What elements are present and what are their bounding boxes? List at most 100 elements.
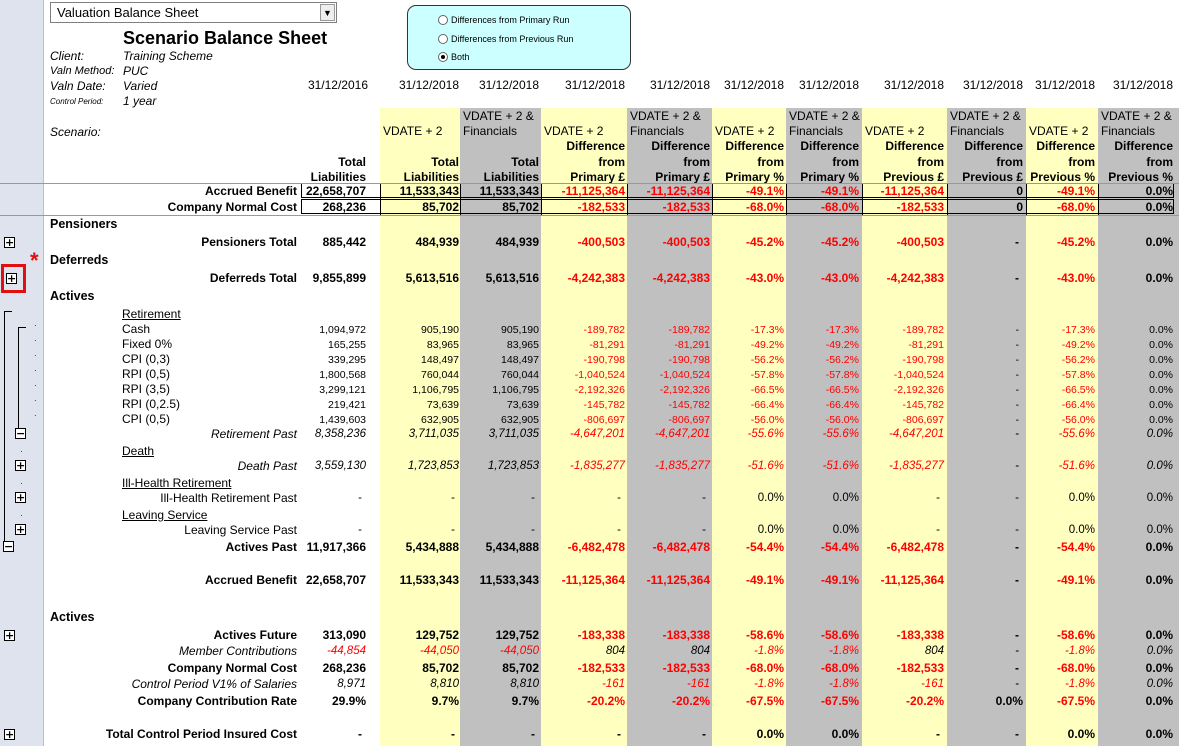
- outline-dot: ·: [20, 511, 23, 520]
- expand-pensioners-button[interactable]: +: [4, 236, 15, 249]
- table-cell: -68.0%: [1056, 200, 1095, 214]
- table-cell: -182,533: [577, 661, 625, 675]
- table-cell: -45.2%: [820, 235, 859, 249]
- table-cell: 73,639: [426, 399, 459, 411]
- table-cell: 129,752: [495, 628, 539, 642]
- table-cell: -67.5%: [1056, 694, 1095, 708]
- table-cell: 0.0%: [1145, 628, 1173, 642]
- table-cell: 0.0%: [1145, 184, 1173, 198]
- table-cell: -57.8%: [825, 369, 859, 381]
- table-cell: -45.2%: [1056, 235, 1095, 249]
- outline-dot: ·: [34, 381, 37, 390]
- row-label: RPI (0,2.5): [122, 397, 181, 411]
- table-cell: -58.6%: [820, 628, 859, 642]
- report-type-dropdown[interactable]: Valuation Balance Sheet ▼: [50, 2, 337, 23]
- collapse-actives-button[interactable]: −: [3, 540, 14, 553]
- table-cell: 0.0%: [1146, 524, 1173, 536]
- table-cell: -67.5%: [745, 694, 784, 708]
- column-measure-header: Liabilities: [403, 170, 459, 184]
- column-scenario-header: VDATE + 2: [865, 124, 925, 138]
- table-cell: 165,255: [328, 339, 366, 351]
- table-cell: 8,810: [430, 678, 459, 690]
- cell-divider: [786, 183, 787, 199]
- table-cell: -20.2%: [671, 694, 710, 708]
- column-scenario-header: VDATE + 2: [715, 124, 775, 138]
- table-cell: -183,338: [577, 628, 625, 642]
- table-cell: 1,800,568: [319, 369, 366, 381]
- table-cell: 760,044: [421, 369, 459, 381]
- table-cell: 0: [1016, 184, 1023, 198]
- table-cell: -145,782: [668, 399, 710, 411]
- cell-divider: [1026, 183, 1027, 199]
- column-scenario-header: VDATE + 2 & Financials: [789, 109, 860, 138]
- table-cell: -: [358, 492, 362, 504]
- table-cell: 0.0%: [1068, 492, 1095, 504]
- table-cell: 268,236: [322, 200, 366, 214]
- row-label: Leaving Service Past: [184, 523, 297, 537]
- scenario-label: Scenario:: [50, 125, 101, 139]
- table-cell: 3,299,121: [319, 384, 366, 396]
- row-label: Total Control Period Insured Cost: [105, 727, 297, 741]
- row-label: Pensioners Total: [201, 235, 297, 249]
- radio-label: Differences from Primary Run: [451, 15, 570, 25]
- table-cell: 0.0%: [1145, 540, 1173, 554]
- column-measure-header: Previous £: [883, 170, 944, 184]
- expand-death-button[interactable]: +: [15, 459, 26, 472]
- radio-previous-run[interactable]: Differences from Previous Run: [438, 33, 573, 45]
- table-cell: -4,242,383: [886, 271, 944, 285]
- table-cell: -: [531, 524, 535, 536]
- radio-both[interactable]: Both: [438, 51, 470, 63]
- expand-leaving-service-button[interactable]: +: [15, 523, 26, 536]
- table-cell: -68.0%: [1056, 661, 1095, 675]
- table-cell: 632,905: [421, 414, 459, 426]
- table-cell: -68.0%: [745, 661, 784, 675]
- radio-primary-run[interactable]: Differences from Primary Run: [438, 14, 569, 26]
- expand-ill-health-button[interactable]: +: [15, 491, 26, 504]
- table-cell: -17.3%: [1061, 324, 1095, 336]
- section-heading: Pensioners: [50, 217, 118, 231]
- expand-deferreds-button[interactable]: +: [6, 272, 17, 285]
- table-cell: 5,434,888: [405, 540, 459, 554]
- collapse-retirement-button[interactable]: −: [15, 427, 26, 440]
- table-cell: -: [1015, 492, 1019, 504]
- table-cell: -400,503: [896, 235, 944, 249]
- table-cell: -182,533: [896, 200, 944, 214]
- asterisk-marker: *: [30, 248, 39, 273]
- expand-insured-cost-button[interactable]: +: [4, 728, 15, 741]
- column-band-7: [862, 108, 947, 746]
- table-cell: -400,503: [662, 235, 710, 249]
- highlight-box: [1, 264, 26, 293]
- info-value-date: Varied: [123, 79, 158, 93]
- table-cell: 11,917,366: [306, 540, 366, 554]
- group-heading: Ill-Health Retirement: [122, 476, 232, 490]
- column-measure-header: Difference: [800, 139, 859, 153]
- table-cell: -58.6%: [745, 628, 784, 642]
- chevron-down-icon[interactable]: ▼: [320, 4, 335, 21]
- cell-divider: [1026, 199, 1027, 215]
- outline-bracket: [18, 327, 26, 328]
- table-cell: 0.0%: [756, 727, 784, 741]
- table-cell: 0.0%: [995, 694, 1023, 708]
- column-band-9: [1026, 108, 1098, 746]
- table-cell: -: [1015, 661, 1019, 675]
- expand-actives-future-button[interactable]: +: [4, 629, 15, 642]
- table-cell: -11,125,364: [646, 184, 710, 198]
- table-cell: -189,782: [583, 324, 625, 336]
- column-measure-header: Difference: [725, 139, 784, 153]
- table-cell: -11,125,364: [880, 184, 944, 198]
- row-label: Actives Future: [213, 628, 297, 642]
- cell-divider: [1098, 183, 1099, 199]
- row-label: Ill-Health Retirement Past: [160, 491, 297, 505]
- table-cell: 129,752: [415, 628, 459, 642]
- table-cell: -: [936, 492, 940, 504]
- row-label: Accrued Benefit: [204, 573, 297, 587]
- table-cell: 0.0%: [1146, 645, 1173, 657]
- radio-label: Differences from Previous Run: [451, 34, 574, 44]
- table-cell: -: [617, 492, 621, 504]
- table-cell: 5,613,516: [405, 271, 459, 285]
- column-measure-header: Previous £: [962, 170, 1023, 184]
- table-cell: 313,090: [322, 628, 366, 642]
- column-scenario-header: VDATE + 2 & Financials: [630, 109, 701, 138]
- table-cell: 1,106,795: [492, 384, 539, 396]
- table-cell: -: [702, 492, 706, 504]
